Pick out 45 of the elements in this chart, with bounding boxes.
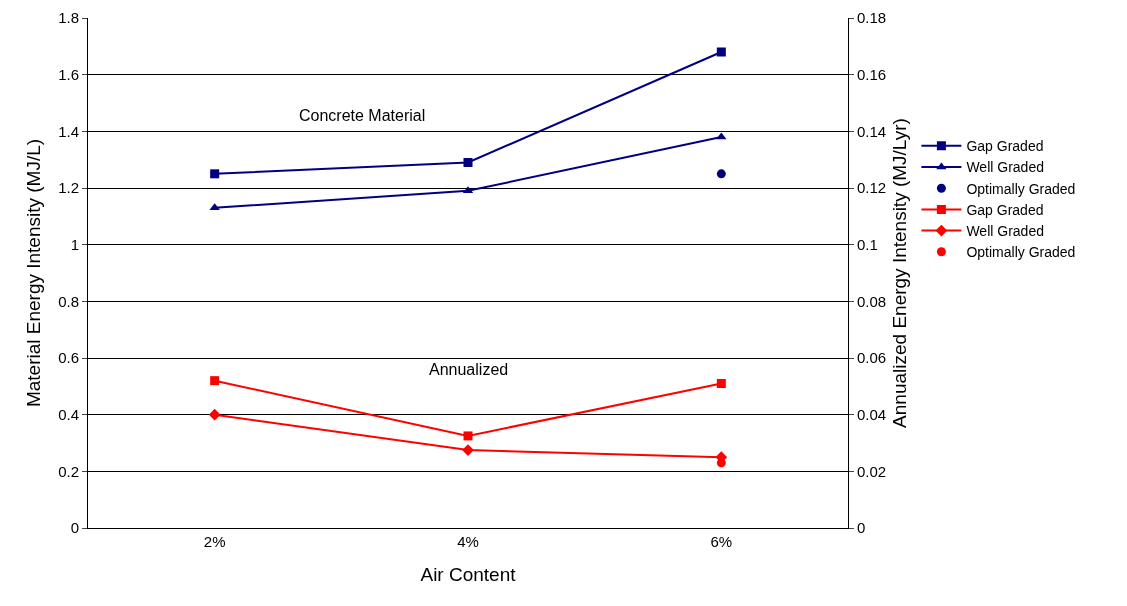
legend-label: Optimally Graded bbox=[966, 244, 1076, 261]
point bbox=[716, 379, 726, 388]
y-tick-label: 1.2 bbox=[58, 179, 79, 197]
y2-axis-title: Annualized Energy Intensity (MJ/Lyr) bbox=[888, 118, 910, 428]
y2-tick-label: 0.16 bbox=[857, 65, 887, 83]
y-tick-label: 0.4 bbox=[58, 405, 79, 423]
point bbox=[463, 158, 473, 167]
y2-tick-label: 0.04 bbox=[857, 405, 887, 423]
y2-tick-label: 0 bbox=[857, 519, 866, 537]
legend-label: Optimally Graded bbox=[966, 180, 1076, 197]
x-tick-label: 6% bbox=[710, 533, 733, 550]
point bbox=[208, 408, 221, 421]
y-tick-label: 0.6 bbox=[58, 349, 79, 367]
point bbox=[210, 376, 220, 386]
y2-tick-label: 0.08 bbox=[857, 292, 887, 310]
legend-label: Well Graded bbox=[966, 159, 1044, 176]
y-tick-label: 1.8 bbox=[58, 9, 79, 27]
annotation: Annualized bbox=[429, 361, 509, 378]
y2-tick-label: 0.12 bbox=[857, 179, 887, 197]
point bbox=[716, 47, 726, 57]
y2-tick-label: 0.02 bbox=[857, 462, 887, 480]
x-axis-title: Air Content bbox=[420, 563, 517, 585]
x-tick-label: 2% bbox=[203, 533, 226, 550]
legend-label: Gap Graded bbox=[966, 201, 1044, 218]
y2-tick-label: 0.1 bbox=[857, 235, 878, 253]
y-tick-label: 1.4 bbox=[58, 122, 79, 140]
y-tick-label: 1 bbox=[70, 235, 79, 253]
y-tick-label: 0.8 bbox=[58, 292, 79, 310]
point bbox=[209, 203, 220, 211]
y-tick-label: 0 bbox=[70, 519, 79, 537]
annotation: Concrete Material bbox=[299, 107, 426, 124]
point bbox=[716, 169, 726, 179]
y2-tick-label: 0.14 bbox=[857, 122, 887, 140]
legend-label: Gap Graded bbox=[966, 138, 1044, 155]
x-tick-label: 4% bbox=[457, 533, 479, 550]
y-axis-title: Material Energy Intensity (MJ/L) bbox=[23, 138, 44, 408]
point bbox=[210, 169, 220, 179]
y-tick-label: 0.2 bbox=[58, 462, 79, 480]
y-tick-label: 1.6 bbox=[58, 65, 79, 83]
point bbox=[463, 431, 473, 441]
y2-tick-label: 0.18 bbox=[857, 9, 887, 27]
legend-label: Well Graded bbox=[966, 223, 1044, 240]
point bbox=[716, 132, 727, 140]
point bbox=[716, 458, 726, 468]
y2-tick-label: 0.06 bbox=[857, 349, 887, 367]
